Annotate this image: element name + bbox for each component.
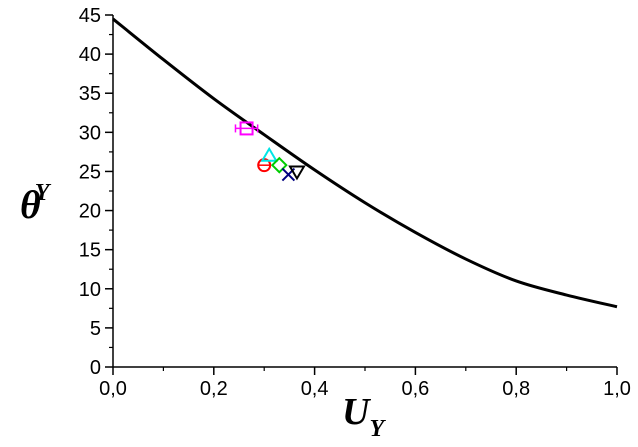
curve-layer [112,17,618,309]
y-tick-label: 10 [79,279,101,301]
x-tick-label: 0,4 [301,378,329,400]
axes [112,15,617,368]
y-tick-label: 20 [79,201,101,223]
y-tick-label: 5 [90,318,101,340]
y-tick-label: 30 [79,122,101,144]
triangle-up-marker [260,146,278,162]
y-tick-label: 15 [79,240,101,262]
x-axis-title: UY [342,391,386,442]
x-tick-label: 0,8 [502,378,530,400]
y-ticks: 0 5 10 15 20 25 30 35 40 45 [79,5,113,379]
x-ticks: 0,0 0,2 0,4 0,6 0,8 1,0 [99,367,631,400]
y-tick-label: 25 [79,161,101,183]
x-tick-label: 0,0 [99,378,127,400]
y-tick-label: 45 [79,5,101,27]
x-tick-label: 0,2 [200,378,228,400]
triangle-down-marker [288,165,306,181]
x-tick-label: 1,0 [603,378,631,400]
y-tick-label: 0 [90,357,101,379]
diamond-marker [270,156,288,174]
y-tick-label: 35 [79,83,101,105]
y-tick-label: 40 [79,44,101,66]
fit-curve-line [112,17,618,309]
y-axis-title: θY [20,180,52,227]
square-marker [239,121,254,136]
points-layer [234,121,306,182]
x-tick-label: 0,6 [401,378,429,400]
